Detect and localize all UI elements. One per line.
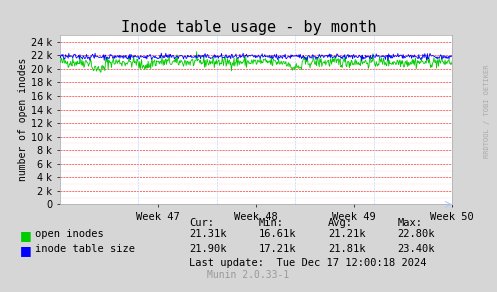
Text: Cur:: Cur: [189, 218, 214, 227]
Text: ■: ■ [20, 244, 32, 257]
Text: Avg:: Avg: [328, 218, 353, 227]
Y-axis label: number of open inodes: number of open inodes [18, 58, 28, 181]
Text: Last update:  Tue Dec 17 12:00:18 2024: Last update: Tue Dec 17 12:00:18 2024 [189, 258, 426, 268]
Text: Min:: Min: [258, 218, 283, 227]
Text: 21.90k: 21.90k [189, 244, 226, 254]
Text: 22.80k: 22.80k [398, 229, 435, 239]
Text: Munin 2.0.33-1: Munin 2.0.33-1 [207, 270, 290, 280]
Text: 21.31k: 21.31k [189, 229, 226, 239]
Text: 21.81k: 21.81k [328, 244, 365, 254]
Text: 23.40k: 23.40k [398, 244, 435, 254]
Text: Max:: Max: [398, 218, 422, 227]
Text: RRDTOOL / TOBI OETIKER: RRDTOOL / TOBI OETIKER [484, 64, 490, 158]
Text: 17.21k: 17.21k [258, 244, 296, 254]
Text: 21.21k: 21.21k [328, 229, 365, 239]
Text: 16.61k: 16.61k [258, 229, 296, 239]
Text: Inode table usage - by month: Inode table usage - by month [121, 20, 376, 35]
Text: ■: ■ [20, 229, 32, 242]
Text: inode table size: inode table size [35, 244, 135, 254]
Text: open inodes: open inodes [35, 229, 103, 239]
